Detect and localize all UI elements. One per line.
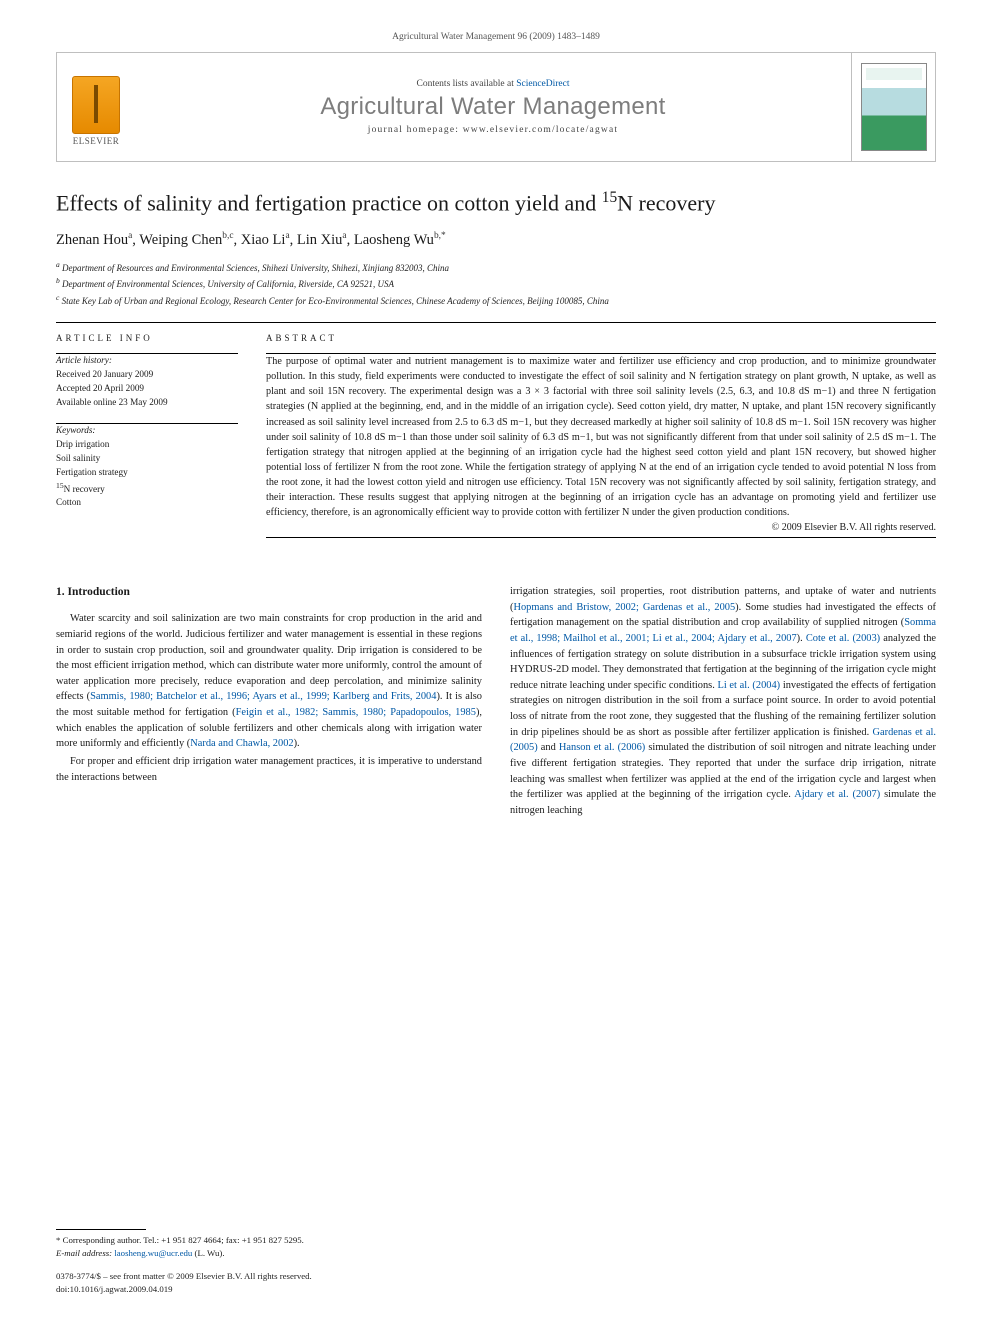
corr-rule bbox=[56, 1229, 146, 1230]
affiliation-a: a Department of Resources and Environmen… bbox=[56, 259, 936, 276]
keyword-2: Soil salinity bbox=[56, 452, 238, 466]
aff-key-c: c bbox=[56, 293, 59, 302]
article-history: Article history: Received 20 January 200… bbox=[56, 354, 238, 409]
keyword-3: Fertigation strategy bbox=[56, 466, 238, 480]
page-footer: 0378-3774/$ – see front matter © 2009 El… bbox=[56, 1270, 312, 1295]
ref-link-9[interactable]: Hanson et al. (2006) bbox=[559, 742, 645, 753]
ref-link-7[interactable]: Li et al. (2004) bbox=[718, 680, 781, 691]
email-label: E-mail address: bbox=[56, 1248, 112, 1258]
author-3-aff: a bbox=[285, 231, 289, 241]
history-line-1: Received 20 January 2009 bbox=[56, 368, 238, 382]
keywords-label: Keywords: bbox=[56, 424, 238, 438]
history-label: Article history: bbox=[56, 354, 238, 368]
keyword-5: Cotton bbox=[56, 496, 238, 510]
elsevier-tree-icon bbox=[72, 76, 120, 134]
header-center: Contents lists available at ScienceDirec… bbox=[135, 53, 851, 161]
ref-link-10[interactable]: Ajdary et al. (2007) bbox=[794, 789, 880, 800]
journal-header: ELSEVIER Contents lists available at Sci… bbox=[56, 52, 936, 162]
article-title: Effects of salinity and fertigation prac… bbox=[56, 188, 936, 217]
intro-p1: Water scarcity and soil salinization are… bbox=[56, 611, 482, 751]
ref-link-1[interactable]: Sammis, 1980; Batchelor et al., 1996; Ay… bbox=[90, 691, 436, 702]
affiliation-b: b Department of Environmental Sciences, … bbox=[56, 275, 936, 292]
aff-text-b: Department of Environmental Sciences, Un… bbox=[62, 279, 394, 289]
homepage-line: journal homepage: www.elsevier.com/locat… bbox=[368, 125, 618, 135]
author-2-aff: b,c bbox=[222, 231, 233, 241]
body-col-left: 1. Introduction Water scarcity and soil … bbox=[56, 584, 482, 820]
homepage-prefix: journal homepage: bbox=[368, 125, 463, 135]
abstract-copyright: © 2009 Elsevier B.V. All rights reserved… bbox=[266, 522, 936, 533]
author-4: Lin Xiu bbox=[297, 232, 343, 248]
history-line-2: Accepted 20 April 2009 bbox=[56, 382, 238, 396]
abstract-text: The purpose of optimal water and nutrien… bbox=[266, 354, 936, 520]
ref-link-4[interactable]: Hopmans and Bristow, 2002; Gardenas et a… bbox=[513, 602, 735, 613]
author-2: Weiping Chen bbox=[139, 232, 222, 248]
p1-a: Water scarcity and soil salinization are… bbox=[56, 613, 482, 702]
corr-line-2: E-mail address: laosheng.wu@ucr.edu (L. … bbox=[56, 1247, 466, 1259]
abstract-head: ABSTRACT bbox=[266, 333, 936, 343]
email-who: (L. Wu). bbox=[195, 1248, 225, 1258]
journal-name: Agricultural Water Management bbox=[320, 93, 665, 121]
ref-link-2[interactable]: Feigin et al., 1982; Sammis, 1980; Papad… bbox=[236, 707, 476, 718]
body-columns: 1. Introduction Water scarcity and soil … bbox=[56, 584, 936, 820]
keyword-1: Drip irrigation bbox=[56, 438, 238, 452]
author-1: Zhenan Hou bbox=[56, 232, 128, 248]
article-info-col: ARTICLE INFO Article history: Received 2… bbox=[56, 333, 238, 538]
p1-d: ). bbox=[294, 738, 300, 749]
ref-link-6[interactable]: Cote et al. (2003) bbox=[806, 633, 880, 644]
keywords-block: Keywords: Drip irrigation Soil salinity … bbox=[56, 424, 238, 510]
publisher-logo-box: ELSEVIER bbox=[57, 53, 135, 161]
sciencedirect-link[interactable]: ScienceDirect bbox=[516, 79, 569, 89]
footer-line-2: doi:10.1016/j.agwat.2009.04.019 bbox=[56, 1283, 312, 1295]
section-rule-top bbox=[56, 322, 936, 323]
authors-line: Zhenan Houa, Weiping Chenb,c, Xiao Lia, … bbox=[56, 231, 936, 249]
title-pre: Effects of salinity and fertigation prac… bbox=[56, 190, 602, 215]
running-head: Agricultural Water Management 96 (2009) … bbox=[56, 32, 936, 42]
homepage-url[interactable]: www.elsevier.com/locate/agwat bbox=[463, 125, 619, 135]
contents-prefix: Contents lists available at bbox=[416, 79, 516, 89]
article-info-head: ARTICLE INFO bbox=[56, 333, 238, 343]
author-4-aff: a bbox=[342, 231, 346, 241]
aff-text-a: Department of Resources and Environmenta… bbox=[62, 263, 449, 273]
intro-p2-cont: irrigation strategies, soil properties, … bbox=[510, 584, 936, 818]
footer-line-1: 0378-3774/$ – see front matter © 2009 El… bbox=[56, 1270, 312, 1282]
abs-rule-bottom bbox=[266, 537, 936, 538]
elsevier-logo: ELSEVIER bbox=[67, 68, 125, 146]
body-col-right: irrigation strategies, soil properties, … bbox=[510, 584, 936, 820]
affiliation-c: c State Key Lab of Urban and Regional Ec… bbox=[56, 292, 936, 309]
title-isotope: 15 bbox=[602, 189, 617, 206]
author-5-aff: b,* bbox=[434, 231, 446, 241]
corr-line-1: * Corresponding author. Tel.: +1 951 827… bbox=[56, 1234, 466, 1246]
corresponding-author-note: * Corresponding author. Tel.: +1 951 827… bbox=[56, 1229, 466, 1259]
author-3: Xiao Li bbox=[241, 232, 286, 248]
aff-key-a: a bbox=[56, 260, 60, 269]
author-5: Laosheng Wu bbox=[354, 232, 434, 248]
info-abstract-row: ARTICLE INFO Article history: Received 2… bbox=[56, 333, 936, 538]
c2-f: and bbox=[538, 742, 559, 753]
journal-cover-thumb bbox=[861, 63, 927, 151]
title-post: N recovery bbox=[617, 190, 715, 215]
publisher-name: ELSEVIER bbox=[73, 136, 120, 146]
author-1-aff: a bbox=[128, 231, 132, 241]
intro-p2: For proper and efficient drip irrigation… bbox=[56, 754, 482, 785]
aff-text-c: State Key Lab of Urban and Regional Ecol… bbox=[62, 296, 609, 306]
keyword-4: 1515N recoveryN recovery bbox=[56, 480, 238, 497]
intro-heading: 1. Introduction bbox=[56, 584, 482, 601]
history-line-3: Available online 23 May 2009 bbox=[56, 396, 238, 410]
affiliations: a Department of Resources and Environmen… bbox=[56, 259, 936, 309]
cover-box bbox=[851, 53, 935, 161]
aff-key-b: b bbox=[56, 276, 60, 285]
c2-c: ). bbox=[797, 633, 806, 644]
email-link[interactable]: laosheng.wu@ucr.edu bbox=[114, 1248, 192, 1258]
ref-link-3[interactable]: Narda and Chawla, 2002 bbox=[190, 738, 293, 749]
contents-line: Contents lists available at ScienceDirec… bbox=[416, 79, 569, 89]
abstract-col: ABSTRACT The purpose of optimal water an… bbox=[266, 333, 936, 538]
